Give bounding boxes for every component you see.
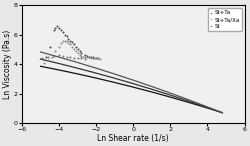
Point [72, 43, 76, 46]
Point [57, 26, 61, 29]
Point [64, 35, 68, 38]
Point [61, 40, 65, 43]
Point [92, 57, 96, 59]
Point [78, 50, 82, 52]
Point [98, 58, 102, 60]
Point [96, 57, 100, 60]
Point [96, 57, 100, 60]
Legend: St+Ta, St+Ta/Xa, St: St+Ta, St+Ta/Xa, St [208, 8, 242, 31]
Point [61, 55, 65, 57]
Point [72, 48, 76, 50]
Point [90, 56, 94, 59]
X-axis label: Ln Shear rate (1/s): Ln Shear rate (1/s) [98, 134, 169, 142]
Point [59, 29, 63, 32]
Point [61, 31, 65, 33]
Point [83, 56, 87, 58]
Point [85, 55, 89, 57]
Point [44, 56, 48, 58]
Point [64, 55, 68, 58]
Point [48, 45, 52, 48]
Point [59, 42, 63, 44]
Point [57, 45, 61, 48]
Point [70, 41, 74, 43]
Point [80, 52, 84, 54]
Point [94, 57, 98, 59]
Point [87, 56, 91, 59]
Point [89, 57, 93, 59]
Point [54, 26, 58, 29]
Point [83, 54, 87, 57]
Y-axis label: Ln Viscosity (Pa.s): Ln Viscosity (Pa.s) [4, 30, 13, 99]
Point [94, 57, 98, 59]
Point [92, 57, 96, 59]
Point [64, 40, 68, 43]
Point [76, 52, 80, 54]
Point [89, 56, 93, 58]
Point [72, 57, 76, 59]
Point [42, 62, 46, 64]
Point [63, 40, 67, 42]
Point [52, 55, 56, 57]
Point [46, 59, 50, 61]
Point [55, 25, 59, 27]
Point [66, 42, 70, 44]
Point [87, 56, 91, 58]
Point [66, 37, 70, 40]
Point [81, 55, 85, 58]
Point [54, 50, 58, 52]
Point [68, 43, 72, 46]
Point [85, 56, 89, 58]
Point [83, 58, 87, 60]
Point [78, 54, 82, 56]
Point [46, 56, 50, 58]
Point [68, 40, 72, 42]
Point [50, 56, 54, 58]
Point [40, 57, 44, 60]
Point [57, 54, 61, 57]
Point [90, 57, 94, 59]
Point [76, 48, 80, 50]
Point [80, 55, 84, 57]
Point [74, 45, 78, 48]
Point [80, 57, 84, 60]
Point [68, 56, 72, 58]
Point [70, 45, 74, 48]
Point [74, 50, 78, 52]
Point [76, 57, 80, 59]
Point [63, 34, 67, 36]
Point [52, 29, 56, 32]
